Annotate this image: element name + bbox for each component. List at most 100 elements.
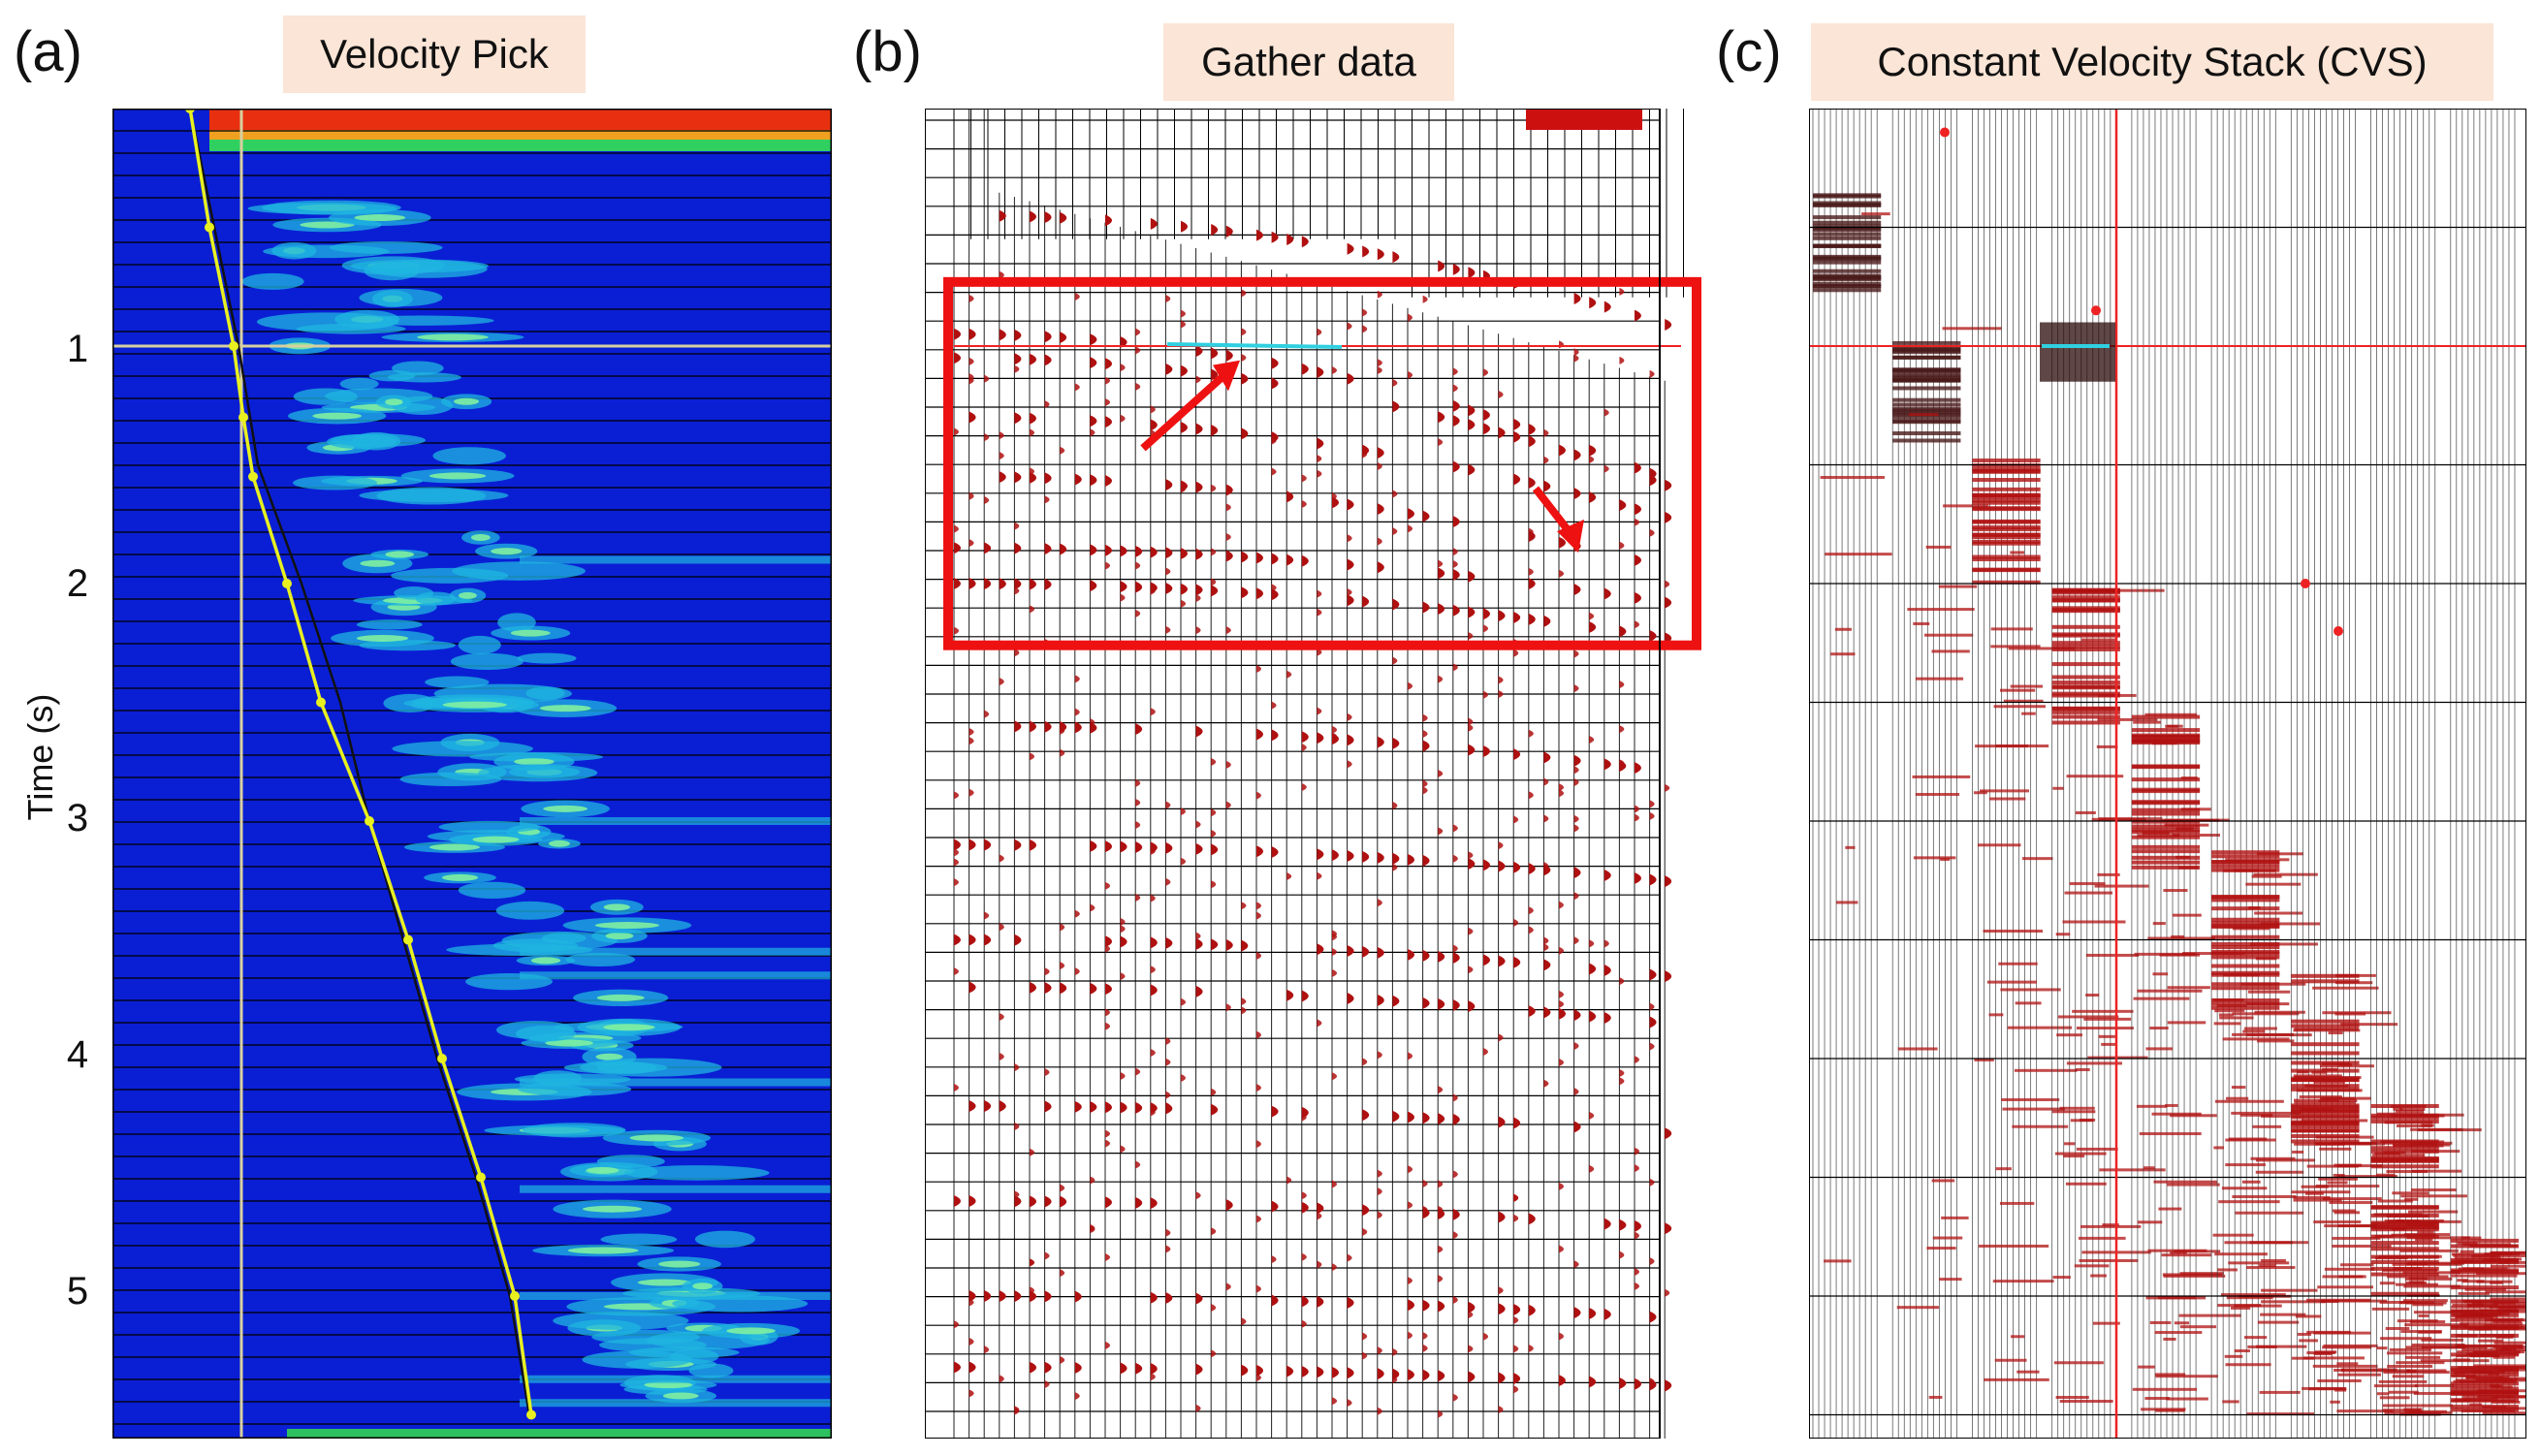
- cvs-event: [1932, 1236, 1963, 1240]
- cvs-event: [2411, 1169, 2462, 1173]
- cvs-event: [2179, 1272, 2224, 1276]
- wiggle-fill: [1498, 676, 1504, 684]
- wiggle-fill: [1573, 449, 1581, 461]
- wiggle-fill: [1513, 1194, 1519, 1203]
- wiggle-fill: [1135, 561, 1141, 570]
- wiggle-fill: [1528, 1344, 1534, 1352]
- cvs-event: [2247, 990, 2291, 994]
- semblance-peak: [595, 1053, 623, 1060]
- cvs-event: [1915, 792, 1960, 796]
- cvs-event: [2315, 1135, 2374, 1139]
- cvs-event: [2453, 1358, 2470, 1362]
- cvs-event: [1813, 203, 1882, 207]
- wiggle-fill: [1181, 320, 1186, 329]
- velocity-pick-panel[interactable]: [112, 109, 832, 1439]
- cvs-event: [2230, 1306, 2251, 1310]
- cvs-plot[interactable]: [1809, 109, 2526, 1439]
- cvs-event: [2379, 1300, 2415, 1304]
- wiggle-fill: [1589, 455, 1595, 463]
- wiggle-fill: [1635, 871, 1641, 884]
- early-energy: [1526, 109, 1642, 130]
- cvs-panel[interactable]: [1809, 109, 2526, 1439]
- cvs-event: [2491, 1251, 2526, 1255]
- wiggle-fill: [1135, 778, 1141, 787]
- wiggle-fill: [1483, 409, 1490, 422]
- cvs-event: [2211, 1005, 2280, 1010]
- wiggle-fill: [1513, 1117, 1521, 1129]
- wiggle-fill: [1317, 943, 1324, 956]
- wiggle-fill: [1225, 939, 1233, 952]
- wiggle-fill: [1165, 841, 1173, 854]
- cvs-event: [2450, 1373, 2519, 1377]
- wiggle-fill: [1589, 1376, 1597, 1388]
- wiggle-fill: [1347, 242, 1354, 255]
- wiggle-fill: [1513, 1373, 1521, 1385]
- wiggle-fill: [1044, 1251, 1050, 1260]
- wiggle-fill: [954, 542, 961, 554]
- semblance-plot[interactable]: [112, 109, 832, 1439]
- cvs-event: [2016, 1370, 2040, 1374]
- wiggle-fill: [1649, 528, 1655, 537]
- y-tick-1: 1: [66, 328, 89, 370]
- wiggle-fill: [1543, 943, 1549, 952]
- cvs-event: [2054, 1152, 2107, 1155]
- wiggle-fill: [1649, 1377, 1655, 1386]
- wiggle-fill: [1603, 464, 1609, 473]
- wiggle-fill: [1408, 508, 1414, 521]
- gather-data-panel[interactable]: [925, 109, 1718, 1439]
- wiggle-fill: [1392, 737, 1400, 749]
- wiggle-fill: [1543, 814, 1549, 823]
- cvs-event: [2382, 1404, 2453, 1408]
- wiggle-fill: [1317, 1212, 1322, 1220]
- wiggle-fill: [1044, 967, 1050, 976]
- wiggle-fill: [1105, 840, 1112, 853]
- wiggle-fill: [1392, 863, 1398, 871]
- gather-plot[interactable]: [925, 109, 1718, 1439]
- wiggle-fill: [1105, 881, 1110, 890]
- wiggle-fill: [999, 431, 1004, 440]
- cvs-event: [2214, 1099, 2284, 1103]
- wiggle-fill: [1438, 827, 1444, 836]
- wiggle-fill: [1377, 561, 1384, 574]
- cvs-event: [1892, 402, 1961, 407]
- cvs-event: [2450, 1238, 2519, 1243]
- wiggle-fill: [1468, 965, 1474, 974]
- cvs-event: [2404, 1277, 2453, 1281]
- cvs-event: [2336, 1362, 2359, 1366]
- cvs-event: [2211, 945, 2280, 950]
- wiggle-fill: [1135, 723, 1143, 736]
- cvs-event: [1813, 243, 1882, 248]
- wiggle-fill: [968, 1338, 974, 1346]
- cvs-event: [2410, 1188, 2457, 1192]
- wiggle-fill: [1408, 313, 1413, 322]
- cvs-event: [2319, 1147, 2352, 1151]
- wiggle-fill: [1165, 1058, 1171, 1066]
- cvs-event: [2211, 850, 2280, 855]
- cvs-event: [1972, 478, 2041, 483]
- wiggle-fill: [1422, 1369, 1430, 1381]
- wiggle-fill: [1649, 873, 1657, 886]
- cvs-event: [2094, 884, 2149, 888]
- cvs-event: [1907, 608, 1975, 612]
- early-energy-band: [209, 140, 832, 151]
- cvs-event: [2450, 1285, 2519, 1290]
- wiggle-fill: [1408, 524, 1413, 533]
- wiggle-fill: [1543, 1079, 1549, 1088]
- cvs-event: [2297, 1332, 2312, 1336]
- cvs-event: [2498, 1307, 2526, 1311]
- wiggle-fill: [968, 737, 974, 745]
- wiggle-fill: [1195, 842, 1203, 855]
- wiggle-fill: [1528, 477, 1536, 490]
- cvs-event: [2211, 951, 2280, 956]
- wiggle-fill: [1573, 892, 1579, 901]
- wiggle-fill: [1452, 952, 1460, 965]
- wiggle-fill: [1619, 1377, 1627, 1389]
- cvs-event: [2214, 1252, 2268, 1256]
- cvs-event: [2493, 1366, 2526, 1370]
- cvs-event: [2058, 1015, 2119, 1019]
- wiggle-fill: [1635, 1056, 1639, 1064]
- cvs-event: [2021, 712, 2036, 715]
- cvs-event: [2212, 998, 2244, 1002]
- wiggle-fill: [1074, 293, 1080, 301]
- cvs-event: [2131, 811, 2201, 816]
